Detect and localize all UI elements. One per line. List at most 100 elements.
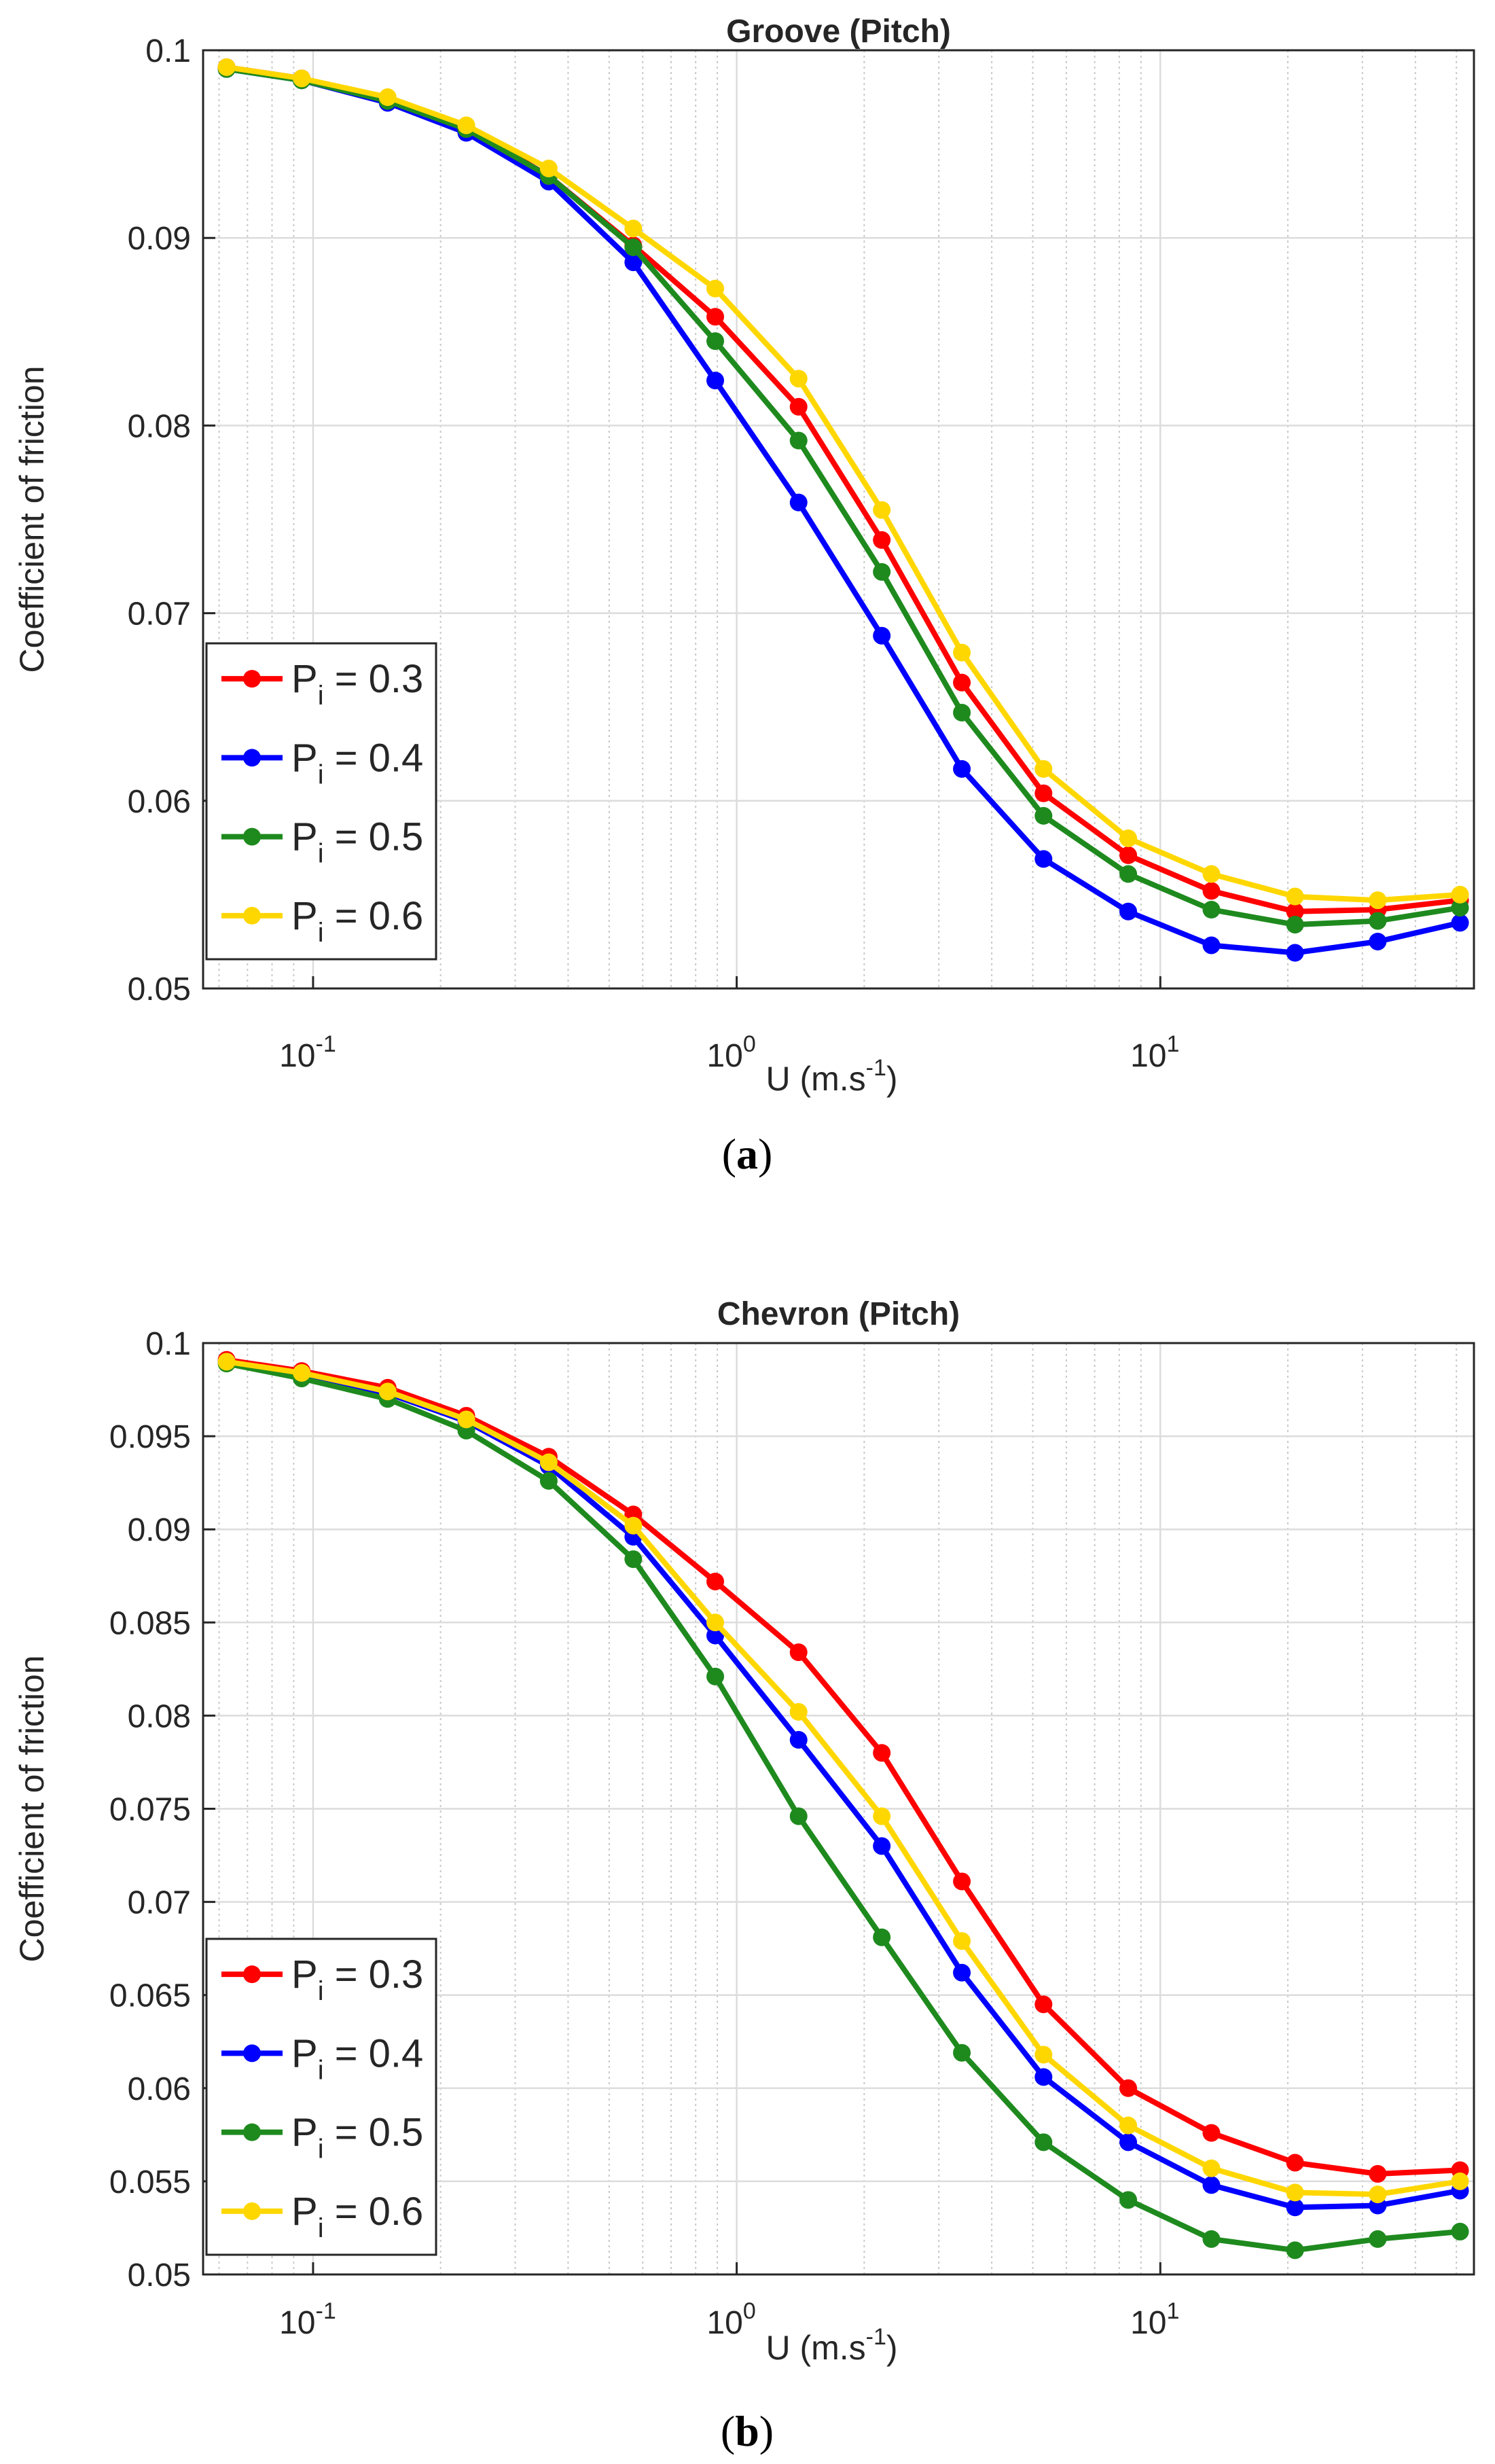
chart-panel-groove: (a) 0.05 0.06 0.07 0.08 0.09 0.1 10-1 100 101 Gro… bbox=[13, 14, 1475, 1178]
legend-label: Pi = 0.3 bbox=[291, 1952, 423, 2006]
chart-title: Groove (Pitch) bbox=[726, 14, 951, 50]
series-line bbox=[226, 64, 1460, 904]
data-point bbox=[1034, 1995, 1053, 2014]
data-point bbox=[1451, 914, 1469, 932]
data-point bbox=[1119, 2133, 1138, 2151]
y-tick-label: 0.075 bbox=[109, 1792, 191, 1828]
data-point bbox=[217, 58, 236, 76]
legend-marker bbox=[243, 2044, 261, 2063]
data-point bbox=[1202, 2230, 1221, 2248]
x-ticks: 10-1 100 101 bbox=[279, 2262, 1179, 2341]
x-tick-label: 101 bbox=[1130, 1031, 1179, 1074]
data-point bbox=[1369, 2230, 1387, 2248]
y-tick-label: 0.07 bbox=[128, 596, 191, 632]
series-0-6 bbox=[217, 58, 1469, 910]
data-point bbox=[953, 1872, 971, 1891]
legend-marker bbox=[243, 827, 261, 846]
data-point bbox=[1202, 882, 1221, 900]
data-point bbox=[1286, 944, 1304, 962]
data-point bbox=[706, 279, 725, 298]
legend-marker bbox=[243, 749, 261, 767]
y-tick-label: 0.05 bbox=[128, 971, 191, 1007]
data-point bbox=[1202, 2176, 1221, 2194]
legend-marker bbox=[243, 670, 261, 688]
data-point bbox=[1034, 2068, 1053, 2086]
data-point bbox=[706, 1572, 725, 1590]
data-point bbox=[457, 116, 475, 135]
legend: Pi = 0.3 Pi = 0.4 Pi = 0.5 Pi = 0.6 bbox=[205, 1938, 437, 2256]
data-point bbox=[1119, 829, 1138, 848]
y-tick-label: 0.1 bbox=[145, 1326, 191, 1362]
data-point bbox=[789, 370, 808, 388]
legend-box bbox=[205, 642, 437, 961]
legend-box bbox=[205, 1938, 437, 2256]
y-tick-label: 0.09 bbox=[128, 1512, 191, 1548]
x-axis-label: U (m.s-1) bbox=[765, 1055, 897, 1098]
data-point bbox=[873, 1928, 891, 1946]
x-tick-label: 10-1 bbox=[279, 1031, 336, 1074]
legend-item: Pi = 0.6 bbox=[221, 894, 423, 948]
data-point bbox=[953, 643, 971, 662]
data-point bbox=[1369, 2164, 1387, 2183]
legend-label: Pi = 0.4 bbox=[291, 2031, 423, 2085]
y-tick-label: 0.07 bbox=[128, 1885, 191, 1921]
data-point bbox=[953, 1932, 971, 1950]
y-axis-label: Coefficient of friction bbox=[13, 1655, 51, 1962]
data-point bbox=[1369, 891, 1387, 910]
data-point bbox=[1286, 916, 1304, 934]
data-point bbox=[1119, 2191, 1138, 2209]
data-point bbox=[953, 673, 971, 692]
data-point bbox=[1369, 912, 1387, 930]
y-tick-label: 0.05 bbox=[128, 2257, 191, 2293]
legend-item: Pi = 0.6 bbox=[221, 2190, 423, 2243]
data-point bbox=[1202, 900, 1221, 918]
data-point bbox=[1286, 902, 1304, 921]
data-point bbox=[1369, 932, 1387, 950]
data-point bbox=[1119, 902, 1138, 921]
data-point bbox=[789, 1643, 808, 1662]
legend-marker bbox=[243, 1965, 261, 1984]
data-point bbox=[624, 238, 643, 257]
data-point bbox=[1119, 865, 1138, 883]
legend-label: Pi = 0.6 bbox=[291, 894, 423, 948]
data-point bbox=[873, 1807, 891, 1825]
y-tick-label: 0.055 bbox=[109, 2164, 191, 2200]
data-point bbox=[378, 1382, 397, 1401]
data-point bbox=[873, 1744, 891, 1762]
data-point bbox=[1034, 2046, 1053, 2064]
y-axis-label: Coefficient of friction bbox=[13, 365, 51, 673]
data-point bbox=[378, 88, 397, 107]
legend-label: Pi = 0.5 bbox=[291, 2111, 423, 2164]
legend-item: Pi = 0.3 bbox=[221, 657, 423, 711]
caption-a: (a) bbox=[722, 1130, 773, 1178]
data-point bbox=[953, 1963, 971, 1982]
legend-marker bbox=[243, 2202, 261, 2220]
data-point bbox=[1119, 2116, 1138, 2135]
data-point bbox=[789, 1702, 808, 1721]
minor-gridlines bbox=[218, 50, 1458, 988]
caption-b: (b) bbox=[721, 2407, 774, 2455]
data-point bbox=[953, 703, 971, 721]
legend-label: Pi = 0.5 bbox=[291, 815, 423, 869]
legend-item: Pi = 0.5 bbox=[221, 815, 423, 869]
data-point bbox=[953, 2043, 971, 2062]
series-0-5 bbox=[217, 60, 1469, 934]
x-ticks: 10-1 100 101 bbox=[279, 976, 1179, 1074]
y-tick-label: 0.06 bbox=[128, 784, 191, 820]
chart-panel-chevron: (b) 0.05 0.055 0.06 0.065 0.07 0.075 0.08 0.085… bbox=[13, 1296, 1475, 2455]
legend-marker bbox=[243, 2123, 261, 2141]
data-point bbox=[1451, 899, 1469, 917]
data-point bbox=[1034, 2133, 1053, 2151]
y-tick-label: 0.08 bbox=[128, 408, 191, 444]
series-line bbox=[226, 1361, 1460, 2253]
legend-label: Pi = 0.4 bbox=[291, 736, 423, 789]
chart-title: Chevron (Pitch) bbox=[717, 1296, 960, 1332]
data-point bbox=[706, 308, 725, 326]
y-tick-label: 0.085 bbox=[109, 1605, 191, 1641]
data-point bbox=[1119, 2079, 1138, 2097]
data-point bbox=[1202, 865, 1221, 883]
data-point bbox=[873, 563, 891, 581]
data-point bbox=[1286, 2241, 1304, 2260]
data-point bbox=[706, 332, 725, 351]
